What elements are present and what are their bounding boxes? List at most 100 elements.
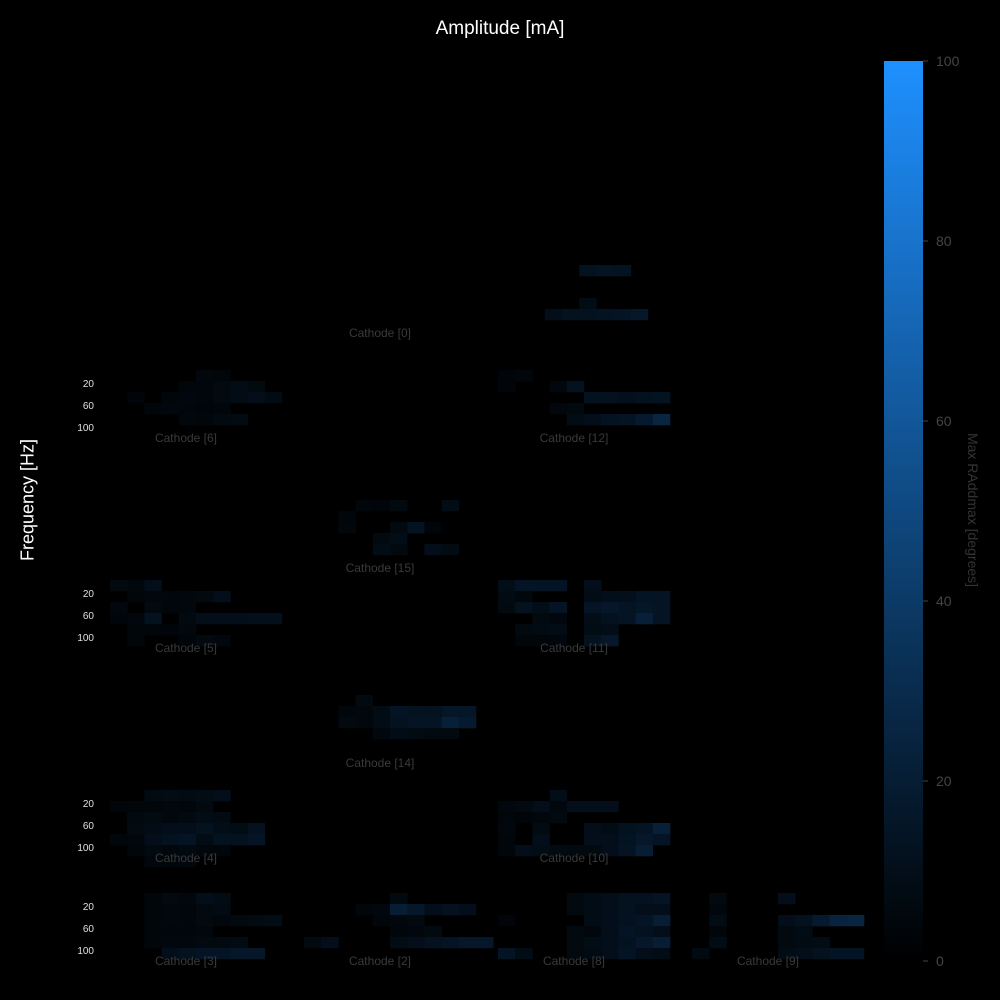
- heatmap-cell: [127, 812, 145, 824]
- heatmap-cell: [618, 414, 636, 426]
- heatmap-cell: [532, 635, 550, 647]
- heatmap-cell: [532, 624, 550, 636]
- heatmap-cell: [458, 937, 477, 949]
- heatmap-cell: [584, 904, 602, 916]
- heatmap-cell: [355, 706, 374, 718]
- heatmap-cell: [579, 298, 597, 310]
- heatmap-cell: [127, 845, 145, 857]
- heatmap-cell: [458, 706, 477, 718]
- heatmap-cell: [161, 948, 180, 960]
- heatmap-cell: [178, 790, 197, 802]
- colorbar-tick-label: 20: [936, 773, 952, 789]
- heatmap-cell: [549, 801, 568, 813]
- heatmap-cell: [213, 834, 231, 846]
- heatmap-cell: [795, 915, 813, 927]
- heatmap-cell: [161, 845, 180, 857]
- panel-label: Cathode [3]: [155, 954, 217, 968]
- heatmap-cell: [635, 893, 654, 905]
- heatmap-cell: [144, 856, 162, 868]
- heatmap-cell: [230, 948, 248, 960]
- heatmap-cell: [613, 309, 632, 321]
- heatmap-cell: [498, 602, 516, 614]
- heatmap-cell: [338, 706, 356, 718]
- heatmap-cell: [652, 893, 671, 905]
- heatmap-cell: [498, 834, 516, 846]
- heatmap-cell: [601, 613, 619, 625]
- heatmap-cell: [584, 834, 602, 846]
- heatmap-cell: [584, 948, 602, 960]
- heatmap-cell: [390, 717, 408, 729]
- heatmap-cell: [562, 309, 580, 321]
- frequency-tick-label: 20: [83, 589, 95, 600]
- heatmap-cell: [498, 801, 516, 813]
- heatmap-cell: [144, 812, 162, 824]
- heatmap-cell: [579, 265, 597, 277]
- heatmap-cell: [566, 893, 585, 905]
- heatmap-cell: [584, 937, 602, 949]
- heatmap-cell: [230, 392, 248, 404]
- heatmap-cell: [110, 834, 128, 846]
- heatmap-cell: [618, 926, 636, 938]
- heatmap-cell: [795, 926, 813, 938]
- heatmap-cell: [424, 522, 442, 534]
- heatmap-cell: [584, 635, 602, 647]
- heatmap-cell: [795, 937, 813, 949]
- heatmap-cell: [515, 635, 533, 647]
- heatmap-cell: [178, 812, 197, 824]
- heatmap-cell: [618, 845, 636, 857]
- heatmap-cell: [390, 533, 408, 545]
- heatmap-cell: [544, 309, 563, 321]
- heatmap-cell: [601, 915, 619, 927]
- heatmap-cell: [652, 926, 671, 938]
- heatmap-cell: [613, 265, 632, 277]
- heatmap-cell: [178, 948, 197, 960]
- panel-label: Cathode [5]: [155, 641, 217, 655]
- panel-6: Cathode [14]: [338, 695, 477, 770]
- heatmap-cell: [549, 613, 568, 625]
- heatmap-cell: [178, 613, 197, 625]
- heatmap-cell: [458, 717, 477, 729]
- heatmap-cell: [196, 392, 214, 404]
- heatmap-cell: [161, 392, 180, 404]
- heatmap-cell: [515, 591, 533, 603]
- panel-label: Cathode [15]: [346, 561, 415, 575]
- heatmap-cell: [213, 635, 231, 647]
- heatmap-cell: [424, 937, 442, 949]
- heatmap-cell: [618, 893, 636, 905]
- heatmap-cell: [549, 845, 568, 857]
- heatmap-cell: [178, 635, 197, 647]
- heatmap-cell: [584, 392, 602, 404]
- heatmap-cell: [424, 926, 442, 938]
- frequency-tick-label: 20: [83, 799, 95, 810]
- heatmap-cell: [264, 392, 283, 404]
- heatmap-cell: [584, 926, 602, 938]
- heatmap-cell: [549, 403, 568, 415]
- colorbar: 0 20 40 60 80 100: [884, 53, 960, 969]
- heatmap-cell: [213, 845, 231, 857]
- heatmap-cell: [424, 544, 442, 556]
- heatmap-cell: [652, 392, 671, 404]
- heatmap-cell: [144, 790, 162, 802]
- heatmap-cell: [338, 717, 356, 729]
- heatmap-cell: [515, 845, 533, 857]
- heatmap-cell: [264, 915, 283, 927]
- heatmap-cell: [532, 812, 550, 824]
- heatmap-cell: [178, 414, 197, 426]
- heatmap-cell: [110, 613, 128, 625]
- heatmap-cell: [601, 801, 619, 813]
- heatmap-cell: [812, 915, 830, 927]
- heatmap-cell: [635, 904, 654, 916]
- heatmap-cell: [532, 834, 550, 846]
- frequency-tick-label: 100: [77, 946, 94, 957]
- heatmap-cell: [618, 915, 636, 927]
- panel-7: Cathode [4] 20 60 100: [77, 790, 266, 868]
- panel-12: Cathode [9]: [692, 893, 865, 968]
- heatmap-cell: [424, 717, 442, 729]
- heatmap-cell: [618, 834, 636, 846]
- heatmap-cell: [178, 926, 197, 938]
- panel-label: Cathode [10]: [540, 851, 609, 865]
- heatmap-cell: [178, 845, 197, 857]
- heatmap-cell: [601, 926, 619, 938]
- heatmap-cell: [635, 613, 654, 625]
